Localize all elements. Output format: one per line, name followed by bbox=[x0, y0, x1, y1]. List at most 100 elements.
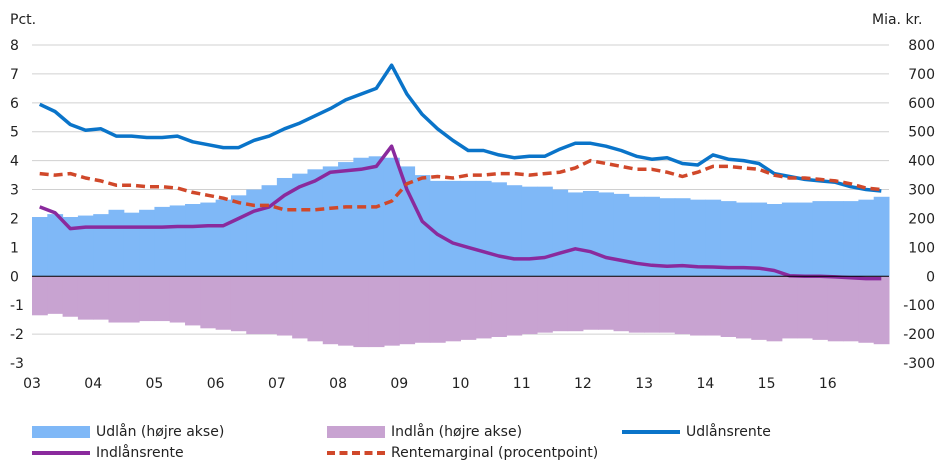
left-tick-label: -1 bbox=[10, 298, 24, 314]
bar-indlaan bbox=[751, 276, 768, 340]
bar-udlaan bbox=[827, 201, 844, 277]
bar-udlaan bbox=[185, 204, 201, 277]
x-tick-label: 07 bbox=[268, 376, 286, 392]
bar-indlaan bbox=[47, 276, 64, 314]
legend-label-indlaansrente: Indlånsrente bbox=[96, 445, 184, 461]
bar-udlaan bbox=[123, 212, 140, 277]
bar-udlaan bbox=[47, 214, 64, 277]
legend-label-rentemarginal: Rentemarginal (procentpoint) bbox=[391, 445, 599, 461]
legend-swatch-rentemarginal bbox=[327, 451, 385, 455]
bar-udlaan bbox=[705, 199, 722, 277]
bar-indlaan bbox=[858, 276, 875, 343]
bar-indlaan bbox=[873, 276, 890, 345]
x-tick-label: 15 bbox=[758, 376, 776, 392]
right-tick-label: 600 bbox=[908, 96, 935, 112]
bar-udlaan bbox=[32, 217, 48, 277]
bar-indlaan bbox=[93, 276, 110, 320]
bar-udlaan bbox=[292, 173, 308, 277]
legend-indlaan: Indlån (højre akse) bbox=[327, 424, 522, 440]
right-tick-label: -300 bbox=[903, 356, 935, 372]
left-tick-label: 0 bbox=[10, 269, 19, 285]
bar-udlaan bbox=[276, 177, 293, 277]
left-tick-label: 6 bbox=[10, 96, 19, 112]
legend-label-udlaan: Udlån (højre akse) bbox=[96, 424, 225, 440]
bar-indlaan bbox=[705, 276, 722, 336]
bar-udlaan bbox=[353, 157, 370, 277]
bar-indlaan bbox=[491, 276, 507, 337]
bar-udlaan bbox=[93, 214, 110, 277]
bar-udlaan bbox=[154, 206, 171, 277]
bar-indlaan bbox=[735, 276, 752, 339]
bar-indlaan bbox=[552, 276, 569, 332]
bar-udlaan bbox=[368, 156, 385, 277]
x-tick-label: 13 bbox=[635, 376, 653, 392]
right-tick-label: 700 bbox=[908, 67, 935, 83]
legend-udlaansrente: Udlånsrente bbox=[622, 424, 771, 440]
bar-indlaan bbox=[261, 276, 278, 335]
bar-udlaan bbox=[843, 201, 859, 277]
left-tick-label: 4 bbox=[10, 154, 19, 170]
legend-swatch-indlaansrente bbox=[32, 451, 90, 455]
bar-udlaan bbox=[613, 193, 630, 277]
right-tick-label: 400 bbox=[908, 154, 935, 170]
bar-indlaan bbox=[445, 276, 461, 342]
legend-label-indlaan: Indlån (højre akse) bbox=[391, 424, 523, 440]
right-tick-label: 500 bbox=[908, 125, 935, 141]
legend-label-udlaansrente: Udlånsrente bbox=[686, 424, 771, 440]
bar-udlaan bbox=[751, 202, 768, 277]
bar-udlaan bbox=[674, 198, 691, 277]
right-tick-label: 100 bbox=[908, 240, 935, 256]
bar-udlaan bbox=[77, 215, 94, 277]
bar-udlaan bbox=[338, 162, 354, 277]
right-tick-label: -100 bbox=[903, 298, 935, 314]
left-tick-label: -2 bbox=[10, 327, 24, 343]
bar-udlaan bbox=[567, 192, 584, 277]
legend-udlaan: Udlån (højre akse) bbox=[32, 424, 224, 440]
bar-udlaan bbox=[429, 180, 446, 277]
bar-indlaan bbox=[353, 276, 370, 348]
x-tick-label: 14 bbox=[696, 376, 714, 392]
bar-udlaan bbox=[475, 180, 492, 277]
bar-indlaan bbox=[460, 276, 477, 340]
bar-indlaan bbox=[674, 276, 691, 335]
line-indlaansrente bbox=[39, 144, 882, 281]
bar-udlaan bbox=[598, 192, 615, 277]
right-tick-label: 800 bbox=[908, 38, 935, 54]
bar-indlaan bbox=[720, 276, 737, 337]
bar-indlaan bbox=[475, 276, 492, 339]
bar-indlaan bbox=[200, 276, 217, 329]
bar-udlaan bbox=[659, 198, 676, 277]
bar-indlaan bbox=[414, 276, 431, 343]
bar-udlaan bbox=[200, 202, 217, 277]
bar-udlaan bbox=[491, 182, 507, 277]
bar-udlaan bbox=[230, 195, 247, 277]
right-tick-label: 200 bbox=[908, 211, 935, 227]
bar-udlaan bbox=[735, 202, 752, 277]
bar-udlaan bbox=[582, 190, 599, 277]
bar-indlaan bbox=[185, 276, 201, 326]
bar-indlaan bbox=[582, 276, 599, 330]
bar-indlaan bbox=[690, 276, 706, 336]
bar-indlaan bbox=[123, 276, 140, 323]
bar-indlaan bbox=[154, 276, 171, 322]
x-tick-label: 09 bbox=[390, 376, 408, 392]
bar-udlaan bbox=[766, 204, 783, 277]
bar-indlaan bbox=[276, 276, 293, 336]
left-tick-label: 2 bbox=[10, 211, 19, 227]
bar-indlaan bbox=[598, 276, 615, 330]
x-tick-label: 08 bbox=[329, 376, 347, 392]
bar-indlaan bbox=[169, 276, 186, 323]
bar-indlaan bbox=[537, 276, 553, 333]
bar-indlaan bbox=[322, 276, 339, 345]
bar-udlaan bbox=[445, 180, 461, 277]
bar-indlaan bbox=[215, 276, 232, 330]
bar-udlaan bbox=[139, 209, 155, 277]
bar-udlaan bbox=[720, 201, 737, 277]
left-tick-label: 1 bbox=[10, 240, 19, 256]
bar-indlaan bbox=[383, 276, 400, 346]
legend-swatch-udlaansrente bbox=[622, 430, 680, 434]
bar-udlaan bbox=[506, 185, 523, 277]
legend-rentemarginal: Rentemarginal (procentpoint) bbox=[327, 445, 598, 461]
left-tick-label: 8 bbox=[10, 38, 19, 54]
legend-swatch-indlaan bbox=[327, 426, 385, 438]
